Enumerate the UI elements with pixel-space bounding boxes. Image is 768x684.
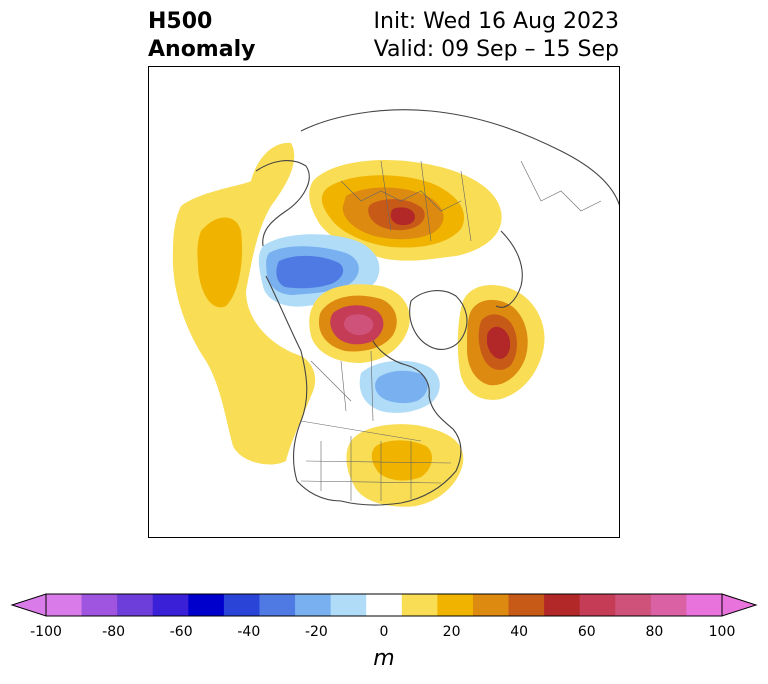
- anomaly-map: [148, 66, 620, 538]
- us-state-borders: [300, 420, 452, 501]
- colorbar-tick-label: 100: [708, 624, 736, 640]
- anomaly-canada-arctic-core: [343, 314, 374, 336]
- colorbar-bin: [330, 594, 367, 616]
- title-line-2: Anomaly: [148, 37, 256, 62]
- colorbar-tick-label: -60: [169, 624, 193, 640]
- greenland-outline: [409, 290, 468, 350]
- colorbar-bin: [650, 594, 687, 616]
- valid-period: Init: Wed 16 Aug 2023 Valid: 09 Sep – 15…: [374, 8, 619, 64]
- colorbar-graphic: [10, 593, 758, 617]
- title-line-1: H500: [148, 9, 213, 34]
- colorbar-bin: [579, 594, 616, 616]
- colorbar-tick-label: 40: [510, 624, 529, 640]
- anomaly-north-pacific-core: [197, 217, 243, 308]
- map-title: H500 Anomaly: [148, 8, 255, 64]
- colorbar-bin: [117, 594, 154, 616]
- colorbar-bin: [401, 594, 438, 616]
- colorbar-bin: [686, 594, 723, 616]
- anomaly-north-atlantic-peak: [487, 326, 511, 359]
- map-canvas: [172, 109, 619, 507]
- colorbar-extend-max: [721, 593, 758, 617]
- colorbar-tick-label: 80: [645, 624, 664, 640]
- eurasia-country-borders: [340, 160, 602, 242]
- colorbar-bin: [295, 594, 332, 616]
- colorbar-bin: [615, 594, 652, 616]
- colorbar-tick-label: -40: [237, 624, 261, 640]
- anomaly-siberia-peak: [390, 207, 415, 226]
- colorbar-extend-min: [10, 593, 47, 617]
- anomaly-fields: [172, 142, 545, 507]
- colorbar-tick-label: -100: [30, 624, 62, 640]
- anomaly-arctic-negative-core: [276, 255, 344, 289]
- colorbar: [10, 590, 758, 620]
- colorbar-bin: [188, 594, 225, 616]
- colorbar-tick-labels: -100 -80 -60 -40 -20 0 20 40 60 80 100: [0, 624, 768, 644]
- eurasia-outline: [300, 109, 619, 206]
- north-america-outline: [265, 275, 462, 506]
- colorbar-bin: [152, 594, 189, 616]
- colorbar-bin: [259, 594, 296, 616]
- colorbar-tick-label: 60: [577, 624, 596, 640]
- colorbar-frame: [45, 593, 723, 617]
- coastlines: [255, 109, 619, 506]
- colorbar-bin: [223, 594, 260, 616]
- colorbar-bin: [366, 594, 403, 616]
- colorbar-unit-label: m: [373, 646, 395, 671]
- colorbar-bin: [544, 594, 581, 616]
- alaska-outline: [255, 160, 310, 247]
- scandinavia-outline: [495, 230, 523, 308]
- political-borders: [300, 160, 602, 501]
- anomaly-north-pacific: [172, 142, 316, 465]
- colorbar-tick-label: 20: [442, 624, 461, 640]
- colorbar-bin: [437, 594, 474, 616]
- colorbar-bin: [46, 594, 83, 616]
- init-date: Init: Wed 16 Aug 2023: [373, 9, 619, 34]
- canada-province-borders: [310, 350, 374, 422]
- anomaly-hudson-negative-core: [375, 370, 428, 404]
- valid-dates: Valid: 09 Sep – 15 Sep: [373, 37, 619, 62]
- colorbar-bin: [508, 594, 545, 616]
- colorbar-bin: [81, 594, 118, 616]
- colorbar-tick-label: -80: [102, 624, 126, 640]
- colorbar-bin: [472, 594, 510, 616]
- colorbar-tick-label: 0: [379, 624, 389, 640]
- anomaly-eastern-us-core: [371, 440, 433, 481]
- colorbar-tick-label: -20: [304, 624, 328, 640]
